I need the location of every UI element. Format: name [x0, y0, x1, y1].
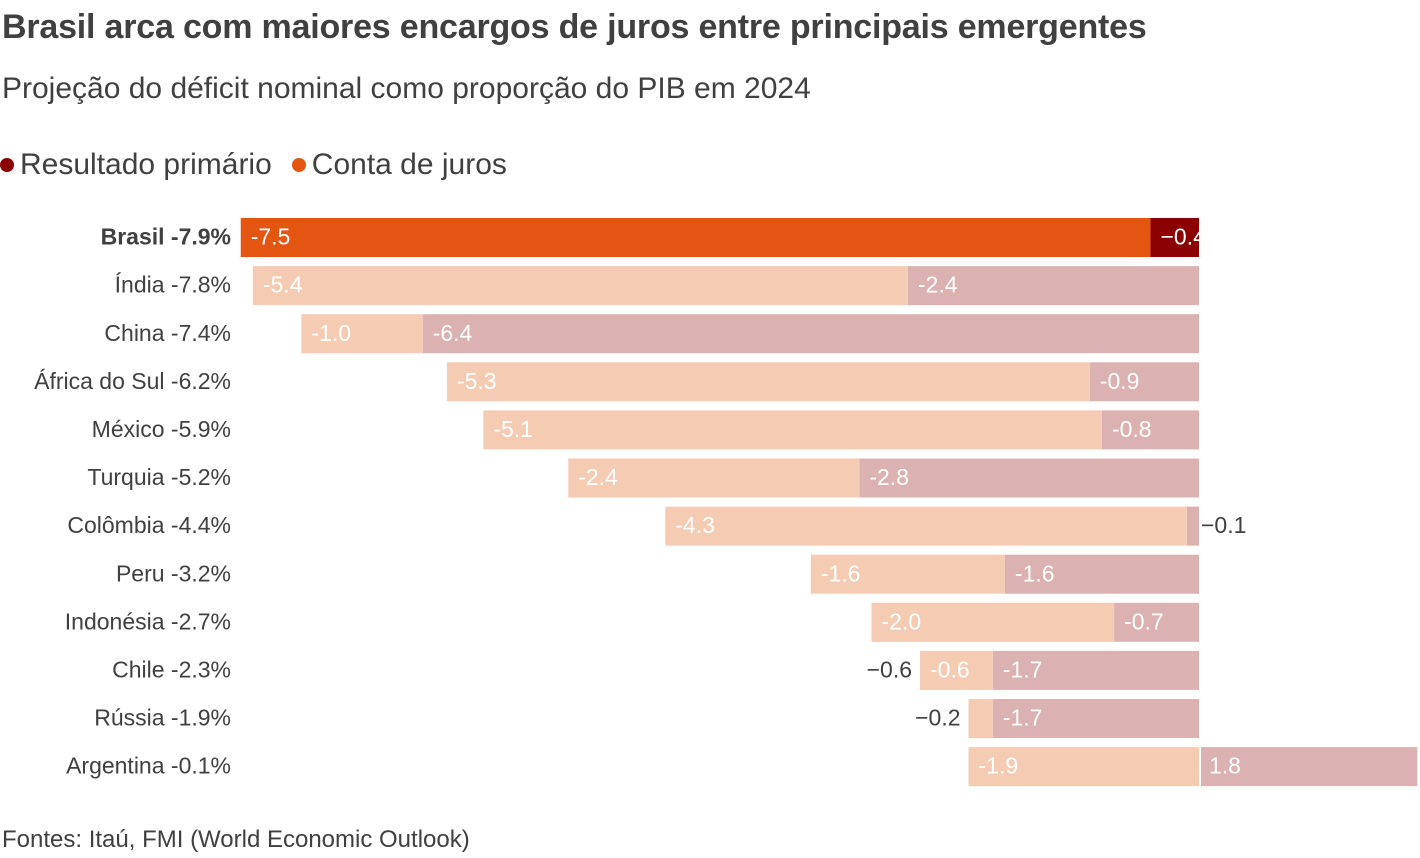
category-label: Colômbia -4.4%	[67, 512, 231, 538]
data-label-interest: -7.5	[251, 224, 291, 250]
data-label-interest: -1.9	[979, 753, 1019, 779]
bar-primary	[992, 650, 1199, 690]
legend-label-interest: Conta de juros	[311, 148, 507, 181]
legend-item-interest: Conta de juros	[291, 148, 507, 182]
bar-interest	[252, 266, 908, 306]
bar-primary	[1114, 602, 1199, 642]
category-label: África do Sul -6.2%	[34, 368, 231, 394]
category-label: México -5.9%	[92, 416, 231, 442]
data-label-primary: -2.8	[869, 464, 909, 490]
source-note: Fontes: Itaú, FMI (World Economic Outloo…	[2, 826, 470, 853]
data-label-primary: −0.4	[1160, 224, 1206, 250]
data-label-interest: -5.3	[457, 368, 497, 394]
category-label: Peru -3.2%	[116, 560, 231, 586]
bar-primary	[859, 458, 1199, 498]
legend-item-primary: Resultado primário	[0, 148, 272, 182]
bar-primary	[1089, 362, 1199, 402]
bar-interest	[483, 410, 1102, 450]
bar-interest	[968, 747, 1199, 787]
data-label-primary: -1.7	[1003, 705, 1043, 731]
data-label-primary: -0.7	[1124, 608, 1164, 634]
bar-interest	[968, 699, 993, 738]
data-label-total: −0.6	[867, 656, 912, 682]
category-label: Chile -2.3%	[112, 656, 231, 682]
bar-interest	[810, 554, 1005, 594]
bar-primary	[1186, 506, 1199, 546]
bar-primary	[1201, 747, 1418, 787]
bar-interest	[301, 314, 423, 354]
data-label-interest: -2.0	[881, 608, 921, 634]
data-label-interest: -1.0	[311, 320, 351, 346]
legend-label-primary: Resultado primário	[20, 148, 272, 181]
data-label-interest: -4.3	[675, 512, 715, 538]
category-label: Índia -7.8%	[115, 272, 231, 298]
bar-primary	[1150, 218, 1199, 257]
data-label-interest: -5.4	[263, 272, 303, 298]
category-label: Indonésia -2.7%	[65, 608, 231, 634]
chart-subtitle: Projeção do déficit nominal como proporç…	[2, 72, 811, 105]
legend-swatch-interest	[291, 158, 306, 172]
data-label-primary: -1.6	[1015, 560, 1055, 586]
category-label: Turquia -5.2%	[87, 464, 231, 490]
bar-interest	[446, 362, 1090, 402]
bar-interest	[665, 506, 1187, 546]
data-label-primary: 1.8	[1209, 753, 1241, 779]
data-label-primary: -6.4	[433, 320, 473, 346]
category-label: Rússia -1.9%	[94, 705, 231, 731]
bar-primary	[422, 314, 1199, 354]
category-label: Brasil -7.9%	[101, 224, 231, 250]
data-label-interest: −0.2	[915, 705, 960, 731]
data-label-primary: −0.1	[1201, 512, 1246, 538]
bar-primary	[1101, 410, 1199, 450]
data-label-interest: -0.6	[930, 656, 970, 682]
data-label-interest: -5.1	[493, 416, 533, 442]
chart-title: Brasil arca com maiores encargos de juro…	[2, 8, 1147, 46]
data-label-primary: -0.9	[1100, 368, 1140, 394]
data-label-interest: -1.6	[821, 560, 861, 586]
bar-primary	[1004, 554, 1199, 594]
data-label-primary: -1.7	[1003, 656, 1043, 682]
data-label-primary: -0.8	[1112, 416, 1152, 442]
legend-swatch-primary	[0, 158, 14, 172]
legend: Resultado primário Conta de juros	[0, 148, 527, 182]
data-label-interest: -2.4	[578, 464, 618, 490]
bar-interest	[920, 650, 993, 690]
bar-primary	[907, 266, 1199, 306]
category-label: Argentina -0.1%	[66, 753, 231, 779]
bar-interest	[240, 218, 1151, 257]
bar-interest	[568, 458, 860, 498]
bar-interest	[871, 602, 1115, 642]
data-label-primary: -2.4	[918, 272, 958, 298]
bar-primary	[992, 699, 1199, 738]
category-label: China -7.4%	[104, 320, 231, 346]
